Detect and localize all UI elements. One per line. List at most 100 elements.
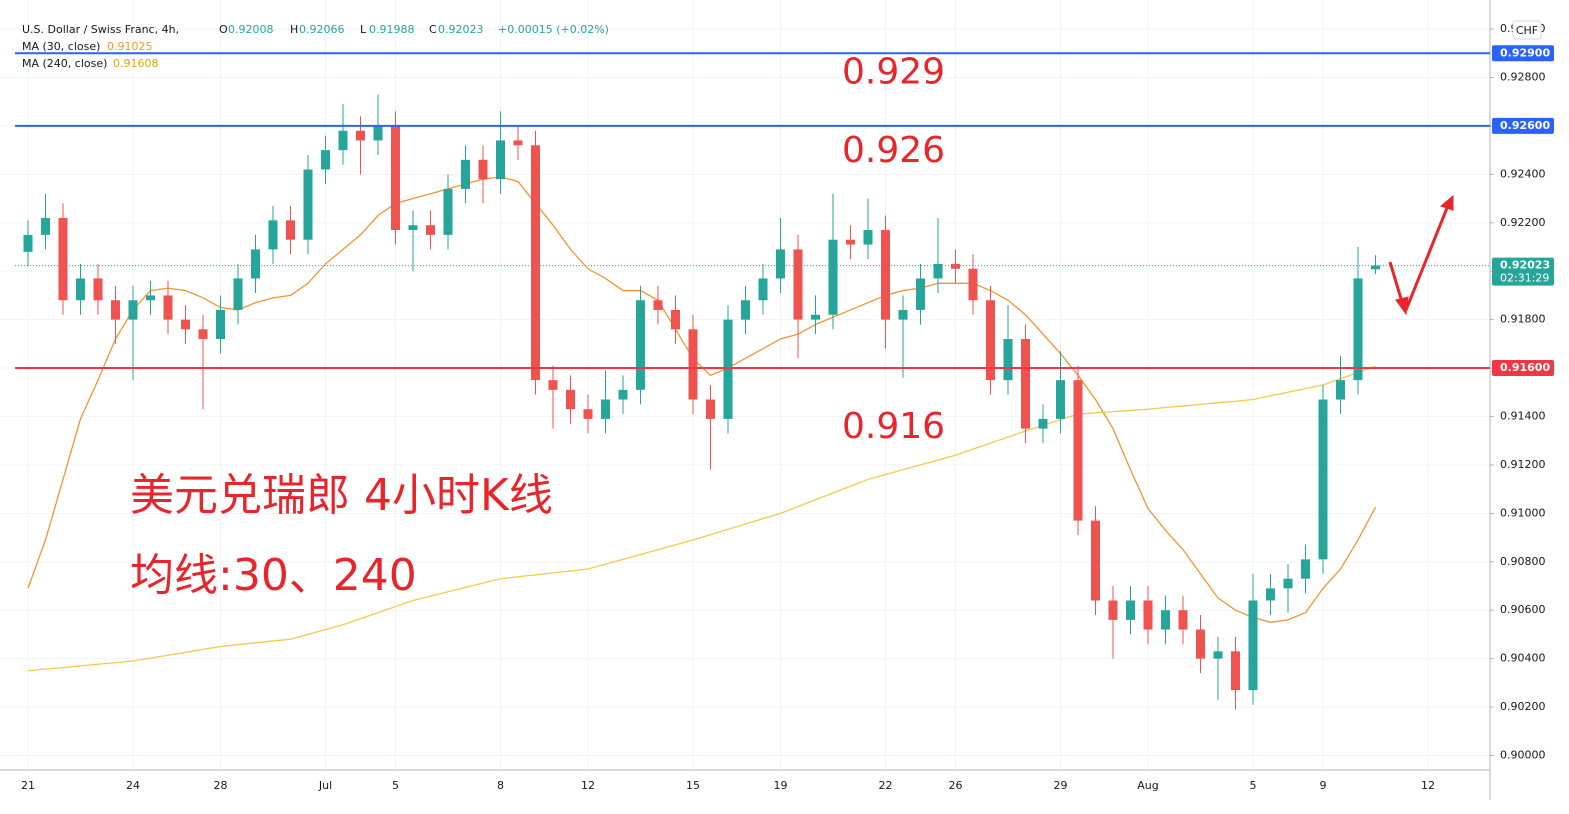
currency-label: CHF xyxy=(1516,24,1538,37)
candle-body xyxy=(58,217,68,301)
y-tick-label: 0.91200 xyxy=(1500,458,1546,471)
candle-body xyxy=(741,300,750,320)
arrow-down xyxy=(1388,261,1404,303)
candle-body xyxy=(933,263,943,279)
x-tick-label: 12 xyxy=(1421,779,1435,792)
candle-body xyxy=(373,125,383,141)
x-tick-label: 26 xyxy=(949,779,963,792)
candle-body xyxy=(968,268,978,301)
candle-body xyxy=(41,217,50,235)
y-tick-label: 0.92200 xyxy=(1500,216,1546,229)
ohlc-value: 0.92023 xyxy=(438,23,484,36)
chart-title: U.S. Dollar / Swiss Franc, 4h, xyxy=(22,23,179,36)
x-tick-label: 12 xyxy=(581,779,595,792)
candle-body xyxy=(1108,600,1118,620)
candle-body xyxy=(23,234,33,252)
candle-body xyxy=(1213,651,1223,659)
candle-body xyxy=(1056,380,1065,419)
candle-body xyxy=(338,130,348,151)
level-price-label: 0.91600 xyxy=(1500,361,1550,374)
y-tick-label: 0.91000 xyxy=(1500,506,1546,519)
candle-body xyxy=(583,409,593,419)
arrows xyxy=(1388,194,1454,316)
level-price-box xyxy=(1492,45,1554,62)
ohlc-label: L xyxy=(360,23,367,36)
legend-ma240: MA (240, close) xyxy=(22,57,107,70)
y-tick-label: 0.90000 xyxy=(1500,748,1546,761)
x-tick-label: 8 xyxy=(497,779,504,792)
ma-line xyxy=(27,176,1377,623)
candle-body xyxy=(898,309,908,320)
candle-body xyxy=(216,309,225,339)
candle-body xyxy=(601,399,610,419)
y-tick-label: 0.91800 xyxy=(1500,313,1546,326)
candle-body xyxy=(1091,520,1100,601)
y-tick-label: 0.90600 xyxy=(1500,603,1546,616)
currency-button[interactable] xyxy=(1512,20,1542,40)
candle-body xyxy=(986,300,995,381)
x-tick-label: 9 xyxy=(1320,779,1327,792)
candle-body xyxy=(1353,278,1363,381)
candle-body xyxy=(443,188,453,235)
y-tick-label: 0.92400 xyxy=(1500,167,1546,180)
legend-ma30: MA (30, close) xyxy=(22,40,100,53)
candle-body xyxy=(951,263,960,269)
candle-body xyxy=(1126,600,1135,620)
ohlc-value: 0.92008 xyxy=(228,23,274,36)
candle-body xyxy=(1003,338,1013,381)
level-price-box xyxy=(1492,360,1554,377)
change: +0.00015 (+0.02%) xyxy=(498,23,609,36)
candle-body xyxy=(233,278,243,310)
countdown: 02:31:29 xyxy=(1500,272,1549,285)
candle-body xyxy=(548,380,558,390)
candle-body xyxy=(828,239,838,315)
candle-body xyxy=(776,249,785,279)
candle-body xyxy=(76,278,85,301)
level-annotation: 0.926 xyxy=(842,130,945,171)
last-price-box xyxy=(1492,257,1554,286)
candle-body xyxy=(1371,265,1380,270)
candle-body xyxy=(863,230,873,245)
candle-body xyxy=(706,399,715,419)
candle-body xyxy=(93,278,103,301)
y-tick-label: 0.90200 xyxy=(1500,700,1546,713)
ohlc-label: H xyxy=(290,23,298,36)
level-price-label: 0.92600 xyxy=(1500,119,1550,132)
legend-ma240-value: 0.91608 xyxy=(113,57,159,70)
candle-body xyxy=(566,389,575,410)
candle-body xyxy=(881,230,890,320)
y-tick-label: 0.90800 xyxy=(1500,555,1546,568)
y-tick-label: 0.92800 xyxy=(1500,70,1546,83)
candle-body xyxy=(531,145,540,381)
candle-body xyxy=(1161,610,1170,630)
ohlc-value: 0.91988 xyxy=(369,23,415,36)
candle-body xyxy=(653,300,663,310)
candle-body xyxy=(303,169,313,240)
x-tick-label: 28 xyxy=(214,779,228,792)
y-tick-label: 0.90400 xyxy=(1500,652,1546,665)
x-tick-label: 5 xyxy=(392,779,399,792)
level-annotation: 0.929 xyxy=(842,51,945,92)
ohlc-label: C xyxy=(429,23,437,36)
x-tick-label: 19 xyxy=(774,779,788,792)
x-tick-label: 5 xyxy=(1250,779,1257,792)
arrow-head xyxy=(1439,194,1454,211)
candle-body xyxy=(1021,338,1030,429)
candle-body xyxy=(1248,600,1258,691)
candle-body xyxy=(268,220,278,250)
x-tick-label: 15 xyxy=(686,779,700,792)
candle-body xyxy=(618,389,628,400)
level-price-box xyxy=(1492,117,1554,134)
note-ma: 均线:30、240 xyxy=(130,550,417,601)
candle-body xyxy=(1283,578,1293,589)
x-tick-label: 22 xyxy=(879,779,893,792)
candle-body xyxy=(1196,629,1205,659)
y-tick-label: 0.91400 xyxy=(1500,409,1546,422)
candle-body xyxy=(636,300,645,390)
candle-body xyxy=(321,150,330,170)
candle-body xyxy=(1178,610,1188,630)
candle-body xyxy=(111,300,120,320)
ohlc-label: O xyxy=(219,23,228,36)
x-tick-label: 24 xyxy=(126,779,140,792)
